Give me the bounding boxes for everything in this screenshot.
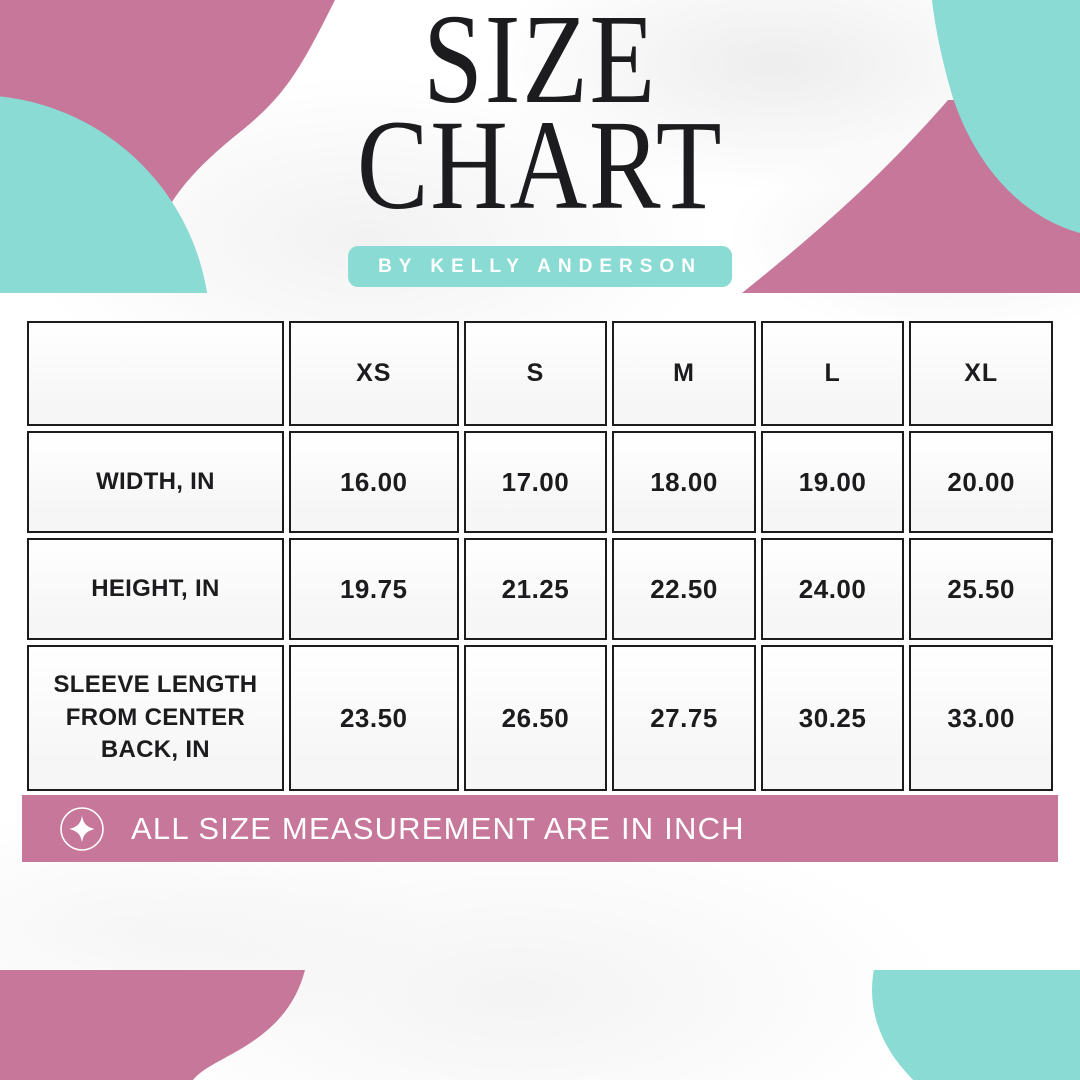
col-header-xs: XS [288, 321, 459, 426]
page-title: SIZE CHART [0, 0, 1080, 236]
footer-note-text: ALL SIZE MEASUREMENT ARE IN INCH [131, 810, 745, 846]
top-decorative-blobs [0, 0, 1080, 293]
table-row-height: HEIGHT, IN 19.75 21.25 22.50 24.00 25.50 [27, 538, 1053, 640]
teal-circle-bottom-right [872, 970, 1080, 1080]
height-xs: 19.75 [288, 538, 459, 640]
sleeve-l: 30.25 [760, 645, 905, 791]
byline-badge: BY KELLY ANDERSON [348, 246, 732, 287]
width-s: 17.00 [463, 431, 608, 533]
table-row-width: WIDTH, IN 16.00 17.00 18.00 19.00 20.00 [27, 431, 1053, 533]
title-line-1: SIZE [423, 0, 657, 130]
table-row-sleeve: SLEEVE LENGTH FROM CENTER BACK, IN 23.50… [27, 645, 1053, 791]
sleeve-xl: 33.00 [909, 645, 1053, 791]
col-header-m: M [612, 321, 756, 426]
width-xl: 20.00 [909, 431, 1053, 533]
row-label-height: HEIGHT, IN [27, 538, 284, 640]
bottom-decorative-blobs [0, 970, 1080, 1080]
footer-note-banner: ALL SIZE MEASUREMENT ARE IN INCH [22, 795, 1058, 862]
row-label-sleeve: SLEEVE LENGTH FROM CENTER BACK, IN [27, 645, 284, 791]
header-row: XS S M L XL [27, 321, 1053, 426]
sparkle-icon [60, 806, 104, 851]
sleeve-m: 27.75 [612, 645, 756, 791]
sleeve-xs: 23.50 [288, 645, 459, 791]
pink-blob-bottom-left [0, 970, 305, 1080]
corner-cell [27, 321, 284, 426]
teal-blob-top-right [932, 0, 1080, 233]
teal-circle-top-left [0, 96, 208, 293]
width-xs: 16.00 [288, 431, 459, 533]
col-header-l: L [760, 321, 905, 426]
width-l: 19.00 [760, 431, 905, 533]
height-s: 21.25 [463, 538, 608, 640]
width-m: 18.00 [612, 431, 756, 533]
sleeve-s: 26.50 [463, 645, 608, 791]
title-line-2: CHART [356, 94, 724, 236]
row-label-width: WIDTH, IN [27, 431, 284, 533]
byline-text: BY KELLY ANDERSON [378, 255, 702, 277]
height-l: 24.00 [760, 538, 905, 640]
col-header-xl: XL [909, 321, 1053, 426]
height-xl: 25.50 [909, 538, 1053, 640]
height-m: 22.50 [612, 538, 756, 640]
size-table: XS S M L XL WIDTH, IN 16.00 17.00 18.00 … [22, 316, 1058, 796]
col-header-s: S [463, 321, 608, 426]
